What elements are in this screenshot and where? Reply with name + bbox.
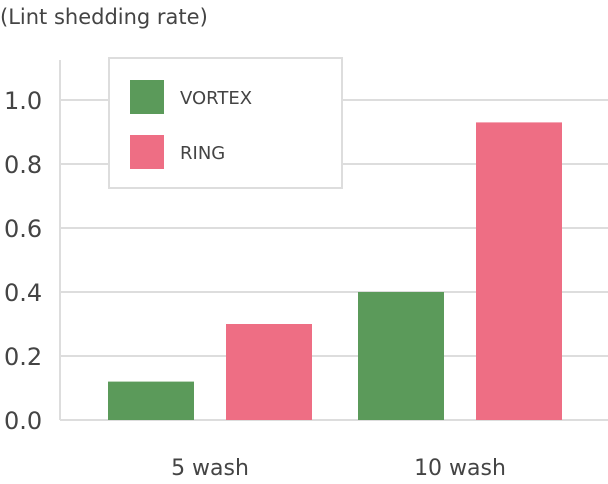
legend-label-vortex: VORTEX bbox=[180, 88, 252, 109]
bar-vortex-10-wash bbox=[358, 292, 444, 420]
y-tick-label: 0.4 bbox=[4, 279, 42, 307]
legend: VORTEX RING bbox=[108, 57, 343, 189]
bars bbox=[108, 122, 562, 421]
x-category-label: 5 wash bbox=[171, 456, 249, 481]
legend-swatch-ring bbox=[130, 135, 164, 169]
bar-vortex-5-wash bbox=[108, 381, 194, 420]
y-tick-label: 1.0 bbox=[4, 87, 42, 115]
legend-swatch-vortex bbox=[130, 80, 164, 114]
y-tick-label: 0.0 bbox=[4, 407, 42, 435]
bar-ring-10-wash bbox=[476, 122, 562, 421]
y-tick-label: 0.6 bbox=[4, 215, 42, 243]
y-tick-label: 0.2 bbox=[4, 343, 42, 371]
y-tick-label: 0.8 bbox=[4, 151, 42, 179]
bar-ring-5-wash bbox=[226, 324, 312, 420]
x-category-label: 10 wash bbox=[414, 456, 506, 481]
y-tick-labels: 0.0 0.2 0.4 0.6 0.8 1.0 bbox=[4, 87, 42, 435]
legend-label-ring: RING bbox=[180, 143, 225, 164]
y-axis-label: (Lint shedding rate) bbox=[0, 5, 208, 29]
x-category-labels: 5 wash 10 wash bbox=[171, 456, 506, 481]
